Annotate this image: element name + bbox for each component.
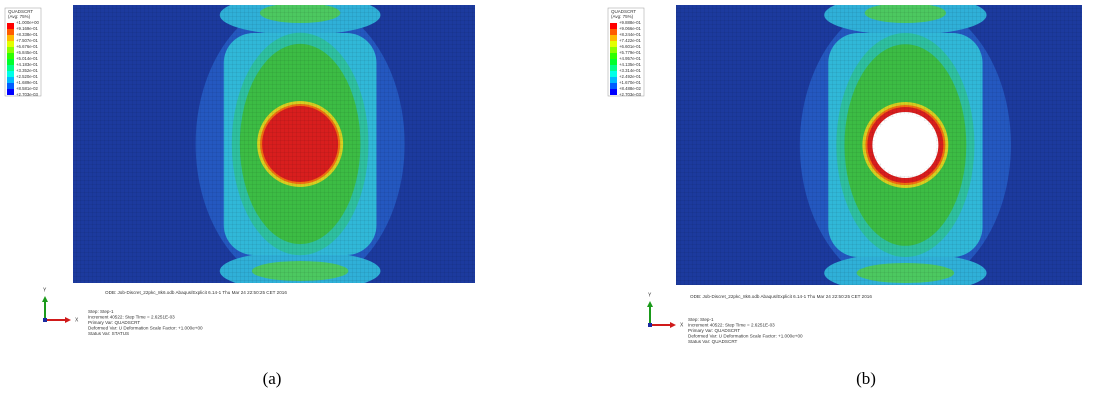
legend-swatch [610, 53, 617, 59]
x-label: X [75, 317, 79, 323]
legend-label: +6.601e-01 [619, 44, 641, 49]
step-info: Deformed Var: U Deformation Scale Factor… [88, 326, 203, 331]
legend-label: +2.492e-01 [619, 74, 641, 79]
legend-label: +4.957e-01 [619, 56, 641, 61]
z-origin [43, 318, 47, 322]
legend-swatch [610, 23, 617, 29]
legend-label: +8.488e-02 [619, 86, 641, 91]
x-label: X [680, 322, 684, 328]
legend-label: +6.676e-01 [16, 44, 38, 49]
legend-label: +8.244e-01 [619, 32, 641, 37]
y-arrowhead [647, 301, 653, 307]
legend-label: +9.066e-01 [619, 26, 641, 31]
legend-title: QUADSCRT [611, 9, 636, 14]
legend-label: +9.169e-01 [16, 26, 38, 31]
panel: QUADSCRT(Avg: 75%)+9.888e-01+9.066e-01+8… [607, 5, 1082, 388]
legend-swatch [7, 83, 14, 89]
axis-triad: YX [42, 287, 79, 323]
legend-swatch [7, 47, 14, 53]
contour-plot [73, 5, 475, 283]
legend-swatch [610, 29, 617, 35]
legend: QUADSCRT(Avg: 75%)+9.888e-01+9.066e-01+8… [607, 7, 645, 97]
legend-label: +5.845e-01 [16, 50, 38, 55]
legend-label: +5.014e-01 [16, 56, 38, 61]
z-origin [648, 323, 652, 327]
legend-title: QUADSCRT [8, 9, 33, 14]
step-info: Increment 40522: Step Time = 2.6251E-03 [88, 315, 175, 320]
legend-label: +2.703e-03 [619, 92, 641, 97]
y-arrowhead [42, 296, 48, 302]
legend-swatch [7, 65, 14, 71]
caption: (b) [856, 369, 876, 388]
legend-swatch [610, 47, 617, 53]
odb-info: ODB: Job-Discret_22pkc_8k6.odb Abaqus/Ex… [690, 294, 872, 299]
legend-swatch [7, 77, 14, 83]
legend-swatch [7, 29, 14, 35]
step-info: Primary Var: QUADSCRT [688, 328, 740, 333]
legend-label: +5.779e-01 [619, 50, 641, 55]
y-label: Y [43, 287, 47, 293]
legend-avg: (Avg: 75%) [611, 14, 634, 19]
legend-label: +1.000e+00 [16, 20, 40, 25]
caption: (a) [263, 369, 282, 388]
legend-swatch [610, 71, 617, 77]
legend-label: +8.581e-02 [16, 86, 38, 91]
step-info: Increment 40522: Step Time = 2.6251E-03 [688, 323, 775, 328]
step-info: Primary Var: QUADSCRT [88, 320, 140, 325]
x-arrowhead [65, 317, 71, 323]
legend-swatch [610, 77, 617, 83]
legend-label: +3.352e-01 [16, 68, 38, 73]
legend-label: +9.888e-01 [619, 20, 641, 25]
legend-label: +7.422e-01 [619, 38, 641, 43]
mesh [73, 5, 475, 283]
legend-label: +2.520e-01 [16, 74, 38, 79]
legend-swatch [610, 41, 617, 47]
step-info: Step: Step-1 [88, 309, 114, 314]
legend-label: +1.670e-01 [619, 80, 641, 85]
step-info: Step: Step-1 [688, 317, 714, 322]
legend-label: +1.689e-01 [16, 80, 38, 85]
step-info: Status Var: STATUS [88, 331, 129, 336]
legend-swatch [610, 59, 617, 65]
contour-plot [676, 5, 1082, 285]
legend-swatch [7, 89, 14, 95]
legend-swatch [7, 41, 14, 47]
panel: QUADSCRT(Avg: 75%)+1.000e+00+9.169e-01+8… [4, 5, 475, 388]
legend-swatch [7, 53, 14, 59]
legend-avg: (Avg: 75%) [8, 14, 31, 19]
step-info: Deformed Var: U Deformation Scale Factor… [688, 334, 803, 339]
odb-info: ODB: Job-Discret_22pkc_8k6.odb Abaqus/Ex… [105, 290, 287, 295]
legend-swatch [610, 35, 617, 41]
step-info: Status Var: QUADSCRT [688, 339, 738, 344]
axis-triad: YX [647, 292, 684, 328]
legend-swatch [7, 23, 14, 29]
legend-label: +2.703e-03 [16, 92, 38, 97]
legend: QUADSCRT(Avg: 75%)+1.000e+00+9.169e-01+8… [4, 7, 42, 97]
legend-label: +7.507e-01 [16, 38, 38, 43]
hole-fill [874, 114, 937, 176]
legend-label: +8.338e-01 [16, 32, 38, 37]
legend-swatch [7, 71, 14, 77]
legend-swatch [610, 83, 617, 89]
legend-label: +3.314e-01 [619, 68, 641, 73]
legend-swatch [610, 89, 617, 95]
legend-swatch [7, 59, 14, 65]
legend-swatch [610, 65, 617, 71]
legend-label: +4.183e-01 [16, 62, 38, 67]
x-arrowhead [670, 322, 676, 328]
legend-swatch [7, 35, 14, 41]
legend-label: +4.135e-01 [619, 62, 641, 67]
y-label: Y [648, 292, 652, 298]
